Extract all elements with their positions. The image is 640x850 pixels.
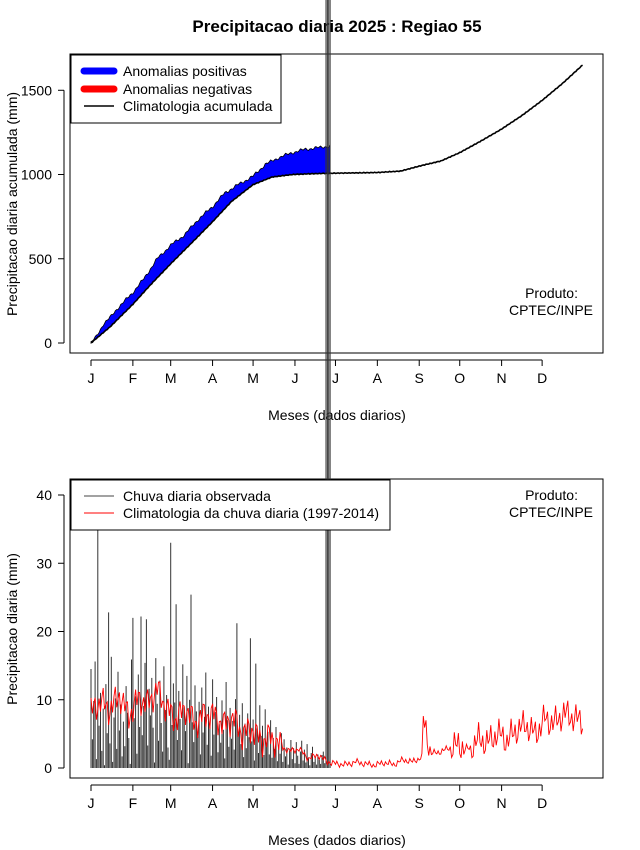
cumulative-x-tick-label: D <box>537 370 547 386</box>
cumulative-y-label: Precipitacao diaria acumulada (mm) <box>4 92 20 316</box>
cumulative-x-tick-label: A <box>208 370 218 386</box>
daily-y-tick-label: 30 <box>36 555 52 571</box>
cumulative-x-tick-label: S <box>415 370 424 386</box>
cumulative-y-axis: 0 500 1000 1500 <box>21 82 65 351</box>
credit-line2-panel1: CPTEC/INPE <box>509 302 593 318</box>
figure-title: Precipitacao diaria 2025 : Regiao 55 <box>192 17 481 36</box>
cumulative-x-tick-label: F <box>129 370 138 386</box>
legend-label-observed: Chuva diaria observada <box>123 488 271 504</box>
climatology-line-group <box>90 64 583 344</box>
observed-rain-bars <box>90 0 331 768</box>
cumulative-legend: Anomalias positivas Anomalias negativas … <box>70 54 282 124</box>
credit-line1-panel2: Produto: <box>525 487 578 503</box>
legend-label-negative: Anomalias negativas <box>123 81 252 97</box>
daily-x-tick-label: A <box>208 795 218 811</box>
cumulative-x-tick-label: A <box>373 370 383 386</box>
daily-x-tick-label: O <box>454 795 465 811</box>
daily-x-tick-label: D <box>537 795 547 811</box>
cumulative-x-tick-label: M <box>247 370 259 386</box>
cumulative-x-tick-label: J <box>291 370 298 386</box>
daily-x-tick-label: A <box>373 795 383 811</box>
cumulative-plot-frame <box>69 53 604 354</box>
cumulative-x-tick-label: N <box>497 370 507 386</box>
daily-x-tick-label: J <box>88 795 95 811</box>
daily-y-tick-label: 20 <box>36 624 52 640</box>
daily-panel: J F M A M J J A S O N D 0 10 20 30 40 Meses (dados diar… <box>4 0 604 848</box>
cumulative-y-tick-label: 1000 <box>21 167 52 183</box>
cumulative-y-tick-label: 1500 <box>21 82 52 98</box>
cumulative-x-tick-label: O <box>454 370 465 386</box>
cumulative-x-label: Meses (dados diarios) <box>268 407 406 423</box>
daily-x-tick-label: F <box>129 795 138 811</box>
daily-x-label: Meses (dados diarios) <box>268 832 406 848</box>
daily-plot-frame <box>69 478 604 779</box>
legend-label-climatology: Climatologia acumulada <box>123 98 273 114</box>
daily-y-tick-label: 0 <box>44 760 52 776</box>
daily-x-tick-label: M <box>247 795 259 811</box>
daily-climatology-line <box>90 681 584 769</box>
cumulative-y-tick-label: 500 <box>29 251 53 267</box>
climatology-cumulative-line <box>90 64 583 344</box>
cumulative-x-tick-label: M <box>165 370 177 386</box>
cumulative-x-tick-label: J <box>332 370 339 386</box>
daily-y-tick-label: 40 <box>36 487 52 503</box>
daily-y-label: Precipitacao diaria (mm) <box>4 553 20 705</box>
credit-line1-panel1: Produto: <box>525 285 578 301</box>
daily-y-tick-label: 10 <box>36 692 52 708</box>
daily-x-tick-label: N <box>497 795 507 811</box>
cumulative-x-tick-label: J <box>88 370 95 386</box>
legend-label-positive: Anomalias positivas <box>123 63 247 79</box>
daily-y-axis: 0 10 20 30 40 <box>36 487 65 776</box>
daily-x-tick-label: J <box>332 795 339 811</box>
daily-legend-box <box>70 479 391 531</box>
daily-legend: Chuva diaria observada Climatologia da c… <box>70 479 391 531</box>
daily-x-tick-label: J <box>291 795 298 811</box>
daily-x-tick-label: M <box>165 795 177 811</box>
credit-line2-panel2: CPTEC/INPE <box>509 504 593 520</box>
legend-label-daily-climatology: Climatologia da chuva diaria (1997-2014) <box>123 505 379 521</box>
daily-x-tick-label: S <box>415 795 424 811</box>
daily-climatology-line-group <box>90 681 584 769</box>
cumulative-y-tick-label: 0 <box>44 335 52 351</box>
cumulative-panel: J F M A M J J A S O N D 0 500 1000 1500 Meses (dados d… <box>4 53 604 423</box>
